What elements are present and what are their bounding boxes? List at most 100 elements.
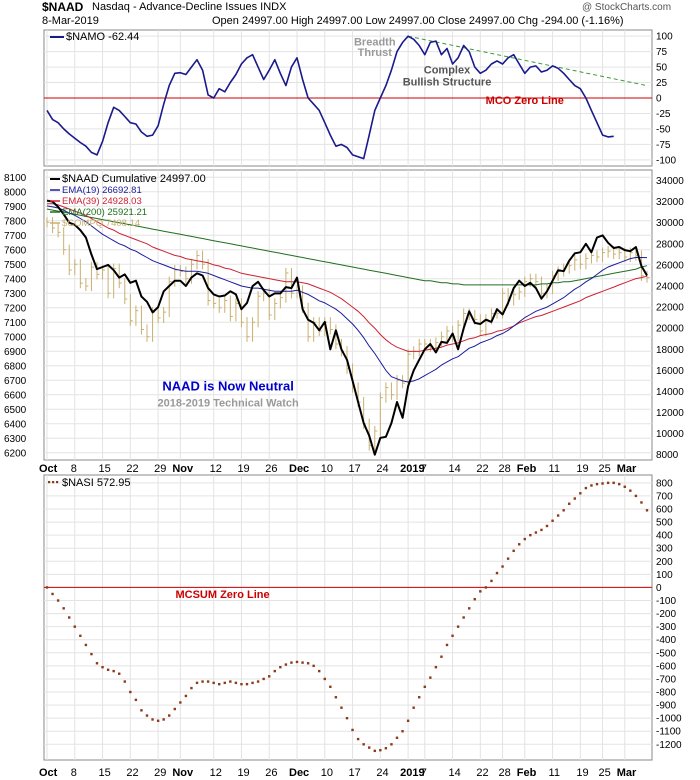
nasi-point (206, 680, 210, 683)
x-tick-label-bottom: 22 (126, 767, 138, 779)
x-tick-label-middle: 22 (476, 463, 488, 475)
x-tick-label-middle: 22 (126, 463, 138, 475)
y-tick-label-compq: 6900 (4, 347, 27, 358)
nasi-point (106, 668, 110, 671)
nasi-point (418, 696, 421, 699)
nasi-point (556, 514, 560, 517)
y-tick-label-nasi: 100 (656, 570, 673, 581)
nasi-point (623, 485, 626, 488)
nasi-point (301, 661, 304, 664)
nasi-point (112, 669, 115, 673)
nasi-legend-swatch (52, 481, 55, 484)
x-tick-label-bottom: 29 (154, 767, 166, 779)
y-tick-label-nasi: -300 (656, 622, 676, 633)
y-tick-label-nasi: -1100 (656, 727, 681, 738)
y-tick-label-compq: 7600 (4, 245, 27, 256)
nasi-point (573, 497, 576, 500)
nasi-point (190, 686, 193, 690)
x-tick-label-bottom: 19 (237, 767, 249, 779)
namo-line (46, 35, 614, 160)
x-tick-label-middle: 29 (154, 463, 166, 475)
x-tick-label-bottom: Mar (617, 767, 637, 779)
nasi-point (629, 489, 632, 492)
nasi-point (445, 643, 449, 647)
nasi-point (306, 662, 310, 665)
y-tick-label-nasi: -600 (656, 661, 676, 672)
y-tick-label-namo: -75 (656, 140, 671, 151)
mcsum-annotation: MCSUM Zero Line (175, 589, 269, 601)
nasi-point (429, 676, 432, 679)
nasi-point (362, 743, 365, 746)
y-tick-label-naad: 28000 (656, 239, 684, 250)
nasi-point (145, 714, 149, 717)
y-tick-label-nasi: 400 (656, 531, 673, 542)
nasi-point (351, 728, 354, 732)
nasi-point (323, 677, 326, 681)
nasi-point (262, 677, 265, 681)
y-tick-label-naad: 20000 (656, 324, 684, 335)
x-tick-label-middle: 8 (71, 463, 77, 475)
x-tick-label-bottom: Dec (289, 767, 309, 779)
nasi-point (484, 586, 488, 589)
nasi-point (201, 680, 204, 683)
y-tick-label-nasi: -200 (656, 609, 676, 620)
y-tick-label-namo: 100 (656, 32, 673, 43)
x-tick-label-bottom: 19 (576, 767, 588, 779)
y-tick-label-compq: 6400 (4, 419, 27, 430)
x-tick-label-middle: 7 (421, 463, 427, 475)
nasi-point (68, 616, 71, 619)
nasi-point (506, 557, 510, 560)
nasi-point (501, 565, 504, 568)
x-tick-label-middle: 14 (449, 463, 461, 475)
ema39-line (47, 203, 648, 352)
x-tick-label-bottom: 24 (376, 767, 388, 779)
x-tick-label-middle: 28 (499, 463, 511, 475)
y-tick-label-namo: 50 (656, 63, 668, 74)
x-tick-label-middle: 26 (265, 463, 277, 475)
x-tick-label-bottom: Nov (172, 767, 194, 779)
nasi-point (62, 607, 65, 610)
x-tick-label-middle: Nov (172, 463, 194, 475)
y-tick-label-compq: 7500 (4, 260, 27, 271)
y-tick-label-nasi: 0 (656, 583, 662, 594)
nasi-point (218, 682, 221, 686)
y-tick-label-naad: 10000 (656, 429, 684, 440)
x-tick-label-bottom: 11 (549, 767, 560, 779)
namo-annotation: Thrust (358, 47, 393, 59)
naad-cumulative-line (46, 199, 648, 456)
nasi-point (195, 681, 199, 685)
x-tick-label-bottom: Oct (39, 767, 58, 779)
panel-frame-middle (43, 169, 653, 461)
nasi-legend-swatch (56, 481, 59, 484)
nasi-point (540, 528, 543, 532)
x-tick-label-bottom: 28 (499, 767, 511, 779)
y-tick-label-namo: 25 (656, 78, 668, 89)
naad-annotation-subtitle: 2018-2019 Technical Watch (157, 397, 299, 409)
nasi-point (645, 509, 649, 512)
nasi-point (401, 730, 404, 733)
nasi-point (551, 519, 554, 522)
nasi-point (512, 549, 515, 553)
y-tick-label-nasi: 700 (656, 491, 673, 502)
y-tick-label-compq: 8000 (4, 187, 27, 198)
nasi-point (90, 652, 93, 656)
y-tick-label-nasi: -400 (656, 635, 676, 646)
nasi-point (73, 625, 76, 628)
nasi-point (462, 616, 465, 619)
nasi-point (423, 685, 426, 688)
nasi-point (451, 634, 454, 638)
nasi-point (595, 482, 599, 486)
nasi-point (51, 592, 54, 596)
x-tick-label-middle: 19 (237, 463, 249, 475)
y-tick-label-namo: 75 (656, 47, 668, 58)
nasi-point (384, 747, 388, 750)
y-tick-label-naad: 24000 (656, 282, 684, 293)
nasi-point (284, 663, 288, 666)
y-tick-label-nasi: 500 (656, 518, 673, 529)
nasi-point (273, 669, 276, 673)
x-tick-label-bottom: 22 (476, 767, 488, 779)
nasi-point (318, 669, 321, 673)
naad-legend-label: EMA(200) 25921.21 (62, 207, 147, 218)
